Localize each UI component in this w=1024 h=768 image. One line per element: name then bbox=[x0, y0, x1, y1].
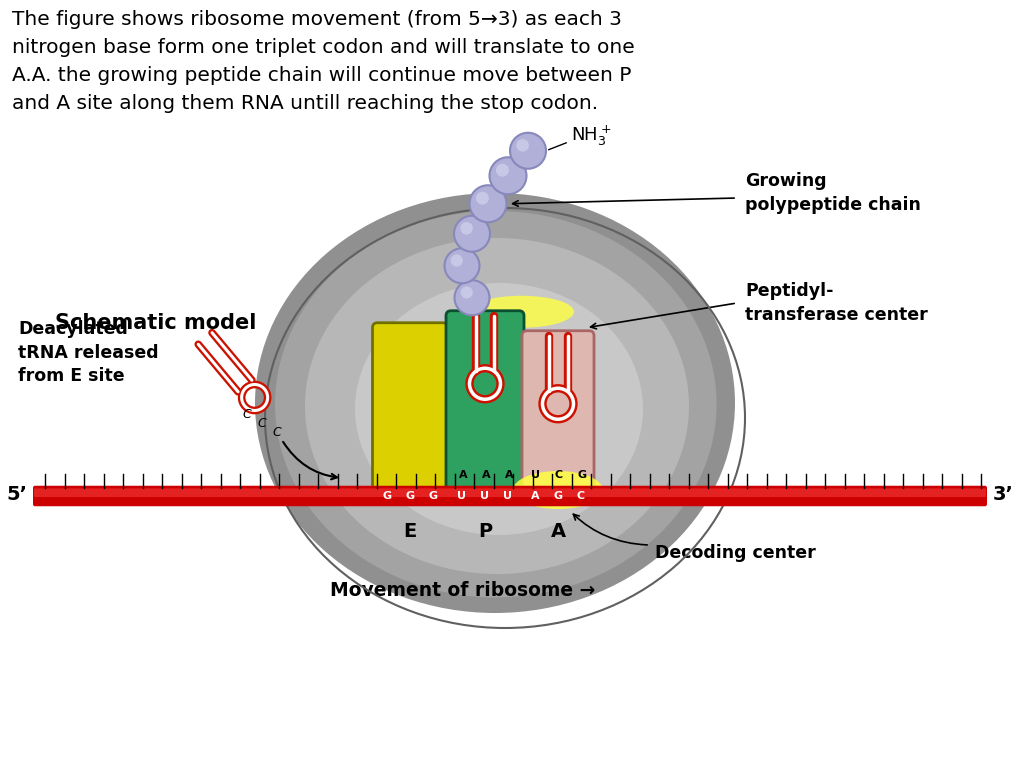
FancyBboxPatch shape bbox=[34, 488, 986, 497]
Circle shape bbox=[455, 280, 489, 315]
FancyBboxPatch shape bbox=[522, 331, 594, 493]
Text: A: A bbox=[481, 470, 490, 480]
FancyBboxPatch shape bbox=[446, 311, 524, 493]
Circle shape bbox=[451, 254, 463, 266]
Text: E: E bbox=[403, 522, 417, 541]
Circle shape bbox=[469, 185, 507, 222]
Text: G: G bbox=[578, 470, 587, 480]
Text: C: C bbox=[272, 426, 281, 439]
Circle shape bbox=[444, 248, 479, 283]
Text: P: P bbox=[478, 522, 493, 541]
Text: U: U bbox=[531, 470, 541, 480]
Circle shape bbox=[546, 391, 570, 416]
Circle shape bbox=[472, 371, 498, 396]
Text: C: C bbox=[577, 491, 585, 501]
Text: Peptidyl-
transferase center: Peptidyl- transferase center bbox=[745, 282, 928, 324]
Text: Decoding center: Decoding center bbox=[655, 544, 816, 562]
Text: NH$_3^+$: NH$_3^+$ bbox=[571, 124, 611, 148]
Text: G: G bbox=[553, 491, 562, 501]
Text: Deacylated
tRNA released
from E site: Deacylated tRNA released from E site bbox=[18, 320, 159, 386]
Text: U: U bbox=[458, 491, 467, 501]
Text: Growing
polypeptide chain: Growing polypeptide chain bbox=[745, 172, 921, 214]
Text: U: U bbox=[480, 491, 489, 501]
Text: The figure shows ribosome movement (from 5→3) as each 3
nitrogen base form one t: The figure shows ribosome movement (from… bbox=[12, 10, 635, 113]
Circle shape bbox=[496, 164, 509, 177]
Text: C: C bbox=[257, 417, 266, 430]
Ellipse shape bbox=[418, 339, 586, 486]
Text: A: A bbox=[530, 491, 540, 501]
Text: Movement of ribosome →: Movement of ribosome → bbox=[330, 581, 595, 600]
Circle shape bbox=[461, 222, 473, 235]
Text: C: C bbox=[555, 470, 563, 480]
Circle shape bbox=[454, 216, 490, 252]
Text: Schematic model: Schematic model bbox=[55, 313, 256, 333]
Text: A: A bbox=[551, 522, 565, 541]
Text: 5’: 5’ bbox=[6, 485, 27, 505]
Ellipse shape bbox=[355, 283, 643, 535]
Ellipse shape bbox=[305, 238, 689, 574]
Text: 3’: 3’ bbox=[993, 485, 1014, 505]
Circle shape bbox=[461, 286, 473, 299]
Circle shape bbox=[516, 139, 529, 151]
Text: A: A bbox=[505, 470, 513, 480]
Ellipse shape bbox=[469, 296, 574, 328]
Ellipse shape bbox=[513, 471, 603, 509]
Text: G: G bbox=[382, 491, 391, 501]
Ellipse shape bbox=[255, 193, 735, 613]
FancyBboxPatch shape bbox=[373, 323, 447, 493]
Text: A: A bbox=[459, 470, 467, 480]
Circle shape bbox=[476, 192, 488, 205]
Text: U: U bbox=[504, 491, 512, 501]
Text: C: C bbox=[243, 408, 251, 421]
Circle shape bbox=[510, 133, 546, 169]
FancyBboxPatch shape bbox=[33, 485, 987, 506]
Text: G: G bbox=[428, 491, 437, 501]
Text: G: G bbox=[406, 491, 415, 501]
Ellipse shape bbox=[275, 211, 717, 598]
Circle shape bbox=[489, 157, 526, 194]
